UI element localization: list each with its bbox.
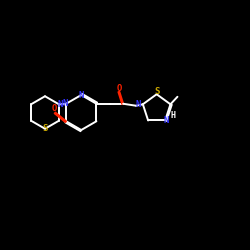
Text: N: N [58,100,63,109]
Text: S: S [154,87,159,96]
Text: N: N [78,90,84,100]
Text: N: N [164,116,169,125]
Text: N: N [136,100,141,109]
Text: O: O [52,104,57,113]
Text: S: S [42,124,48,133]
Text: N: N [62,99,68,108]
Text: H: H [171,112,176,120]
Text: O: O [116,84,121,93]
